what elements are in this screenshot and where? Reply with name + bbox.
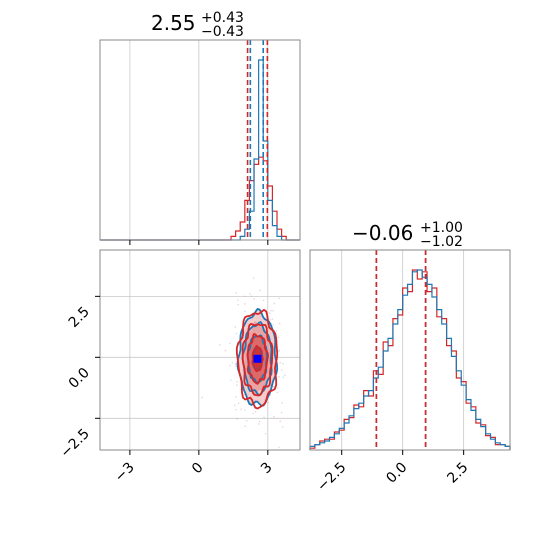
joint-scatter-point-137 (237, 303, 239, 306)
joint-truth-marker (253, 354, 262, 363)
joint-scatter-point-226 (236, 418, 238, 420)
joint-scatter-point-115 (269, 394, 271, 396)
joint-scatter-point-208 (219, 344, 221, 346)
joint-scatter-point-116 (278, 446, 280, 449)
joint-scatter-point-79 (235, 365, 237, 368)
diag0-frame (99, 39, 301, 241)
joint-density-panel (99, 249, 301, 451)
joint-scatter-point-152 (269, 319, 271, 321)
diag1-frame (309, 249, 511, 451)
joint-scatter-point-1 (240, 408, 242, 410)
joint-scatter-point-245 (267, 401, 269, 404)
diagonal-histogram-param-0 (99, 39, 301, 241)
joint-scatter-point-37 (279, 420, 281, 422)
joint-scatter-point-214 (265, 316, 267, 318)
joint-scatter-point-157 (279, 322, 281, 325)
joint-scatter-point-48 (235, 396, 237, 398)
joint-scatter-point-134 (270, 310, 272, 312)
joint-scatter-point-175 (244, 393, 246, 396)
joint-contour-series-b-1 (246, 332, 269, 385)
joint-scatter-point-243 (237, 299, 239, 301)
joint-scatter-point-199 (273, 416, 275, 418)
joint-scatter-point-136 (273, 302, 275, 305)
joint-scatter-point-31 (238, 343, 240, 346)
joint-scatter-point-38 (249, 293, 251, 295)
joint-scatter-point-117 (236, 381, 238, 383)
joint-contour-series-b-0 (251, 344, 264, 373)
joint-scatter-point-5 (281, 369, 283, 371)
joint-scatter-point-81 (201, 396, 203, 399)
joint-scatter-point-6 (231, 362, 233, 364)
diag0-hist-series-b (100, 156, 300, 241)
diag1-hist-series-a (309, 269, 511, 450)
joint-scatter-point-209 (281, 402, 283, 404)
joint-scatter-point-22 (278, 297, 280, 299)
joint-scatter-point-8 (282, 363, 284, 365)
joint-scatter-point-231 (254, 411, 257, 413)
joint-scatter-point-84 (282, 376, 284, 378)
joint-scatter-point-118 (235, 292, 237, 294)
joint-scatter-point-28 (282, 426, 284, 428)
joint-scatter-point-164 (276, 387, 279, 389)
param-1-title: −0.06 (352, 221, 413, 245)
joint-scatter-point-14 (229, 342, 231, 344)
joint-scatter-point-70 (244, 310, 246, 312)
joint-scatter-point-206 (234, 363, 236, 365)
joint-scatter-point-138 (265, 317, 267, 319)
joint-scatter-point-188 (252, 412, 254, 414)
joint-scatter-point-222 (234, 326, 236, 328)
param-1-title-lower: −1.02 (420, 234, 463, 250)
param-0-title-lower: −0.43 (201, 24, 244, 40)
joint-scatter-point-93 (244, 303, 246, 305)
joint-frame (99, 249, 301, 451)
joint-scatter-point-225 (259, 289, 261, 292)
diag0-hist-series-a (100, 59, 300, 241)
joint-scatter-point-119 (224, 349, 227, 352)
joint-scatter-point-181 (277, 336, 280, 338)
param-0-title: 2.55 (151, 11, 196, 35)
joint-scatter-point-32 (263, 416, 265, 418)
joint-scatter-point-51 (253, 298, 255, 300)
joint-scatter-point-216 (264, 433, 267, 435)
joint-scatter-point-30 (272, 310, 274, 312)
joint-scatter-point-100 (230, 379, 232, 381)
diagonal-histogram-param-1 (309, 249, 511, 451)
joint-scatter-point-98 (229, 365, 231, 367)
joint-scatter-point-246 (272, 324, 274, 326)
joint-scatter-point-76 (238, 402, 240, 404)
joint-scatter-point-155 (272, 385, 274, 388)
joint-scatter-point-10 (246, 420, 248, 422)
joint-scatter-point-196 (250, 295, 253, 297)
joint-scatter-point-185 (278, 376, 280, 378)
joint-contour-series-b-3 (235, 308, 279, 410)
joint-scatter-point-203 (276, 391, 278, 393)
joint-scatter-point-182 (235, 332, 238, 335)
param-1-title-upper: +1.00 (420, 220, 463, 236)
joint-scatter-point-50 (233, 404, 236, 406)
joint-scatter-point-26 (278, 350, 280, 352)
joint-scatter-point-240 (273, 386, 275, 388)
joint-scatter-point-40 (244, 409, 246, 411)
joint-scatter-point-247 (279, 362, 281, 364)
joint-scatter-point-102 (252, 277, 255, 279)
joint-scatter-point-112 (278, 349, 281, 352)
joint-scatter-point-217 (258, 423, 260, 425)
joint-contour-series-b-2 (241, 322, 274, 397)
joint-scatter-point-109 (244, 295, 246, 297)
joint-scatter-point-177 (258, 420, 261, 422)
joint-scatter-point-114 (284, 374, 286, 376)
joint-scatter-point-252 (280, 412, 283, 414)
joint-scatter-point-92 (275, 330, 278, 332)
joint-scatter-point-210 (262, 299, 265, 302)
joint-scatter-point-91 (271, 318, 273, 320)
joint-scatter-point-195 (269, 312, 271, 314)
joint-scatter-point-23 (244, 425, 246, 427)
joint-scatter-point-140 (235, 409, 237, 411)
param-0-title-upper: +0.43 (201, 10, 244, 26)
joint-scatter-point-211 (236, 384, 238, 386)
